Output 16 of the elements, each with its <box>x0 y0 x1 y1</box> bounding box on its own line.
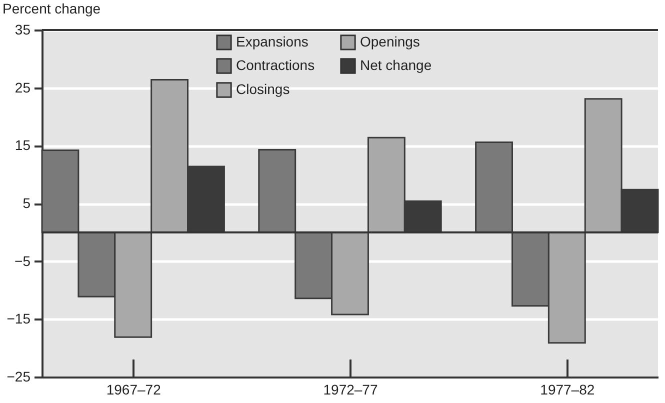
legend-label: Contractions <box>236 57 315 73</box>
y-tick-label: 35 <box>14 22 31 38</box>
x-tick-label: 1972–77 <box>323 382 378 398</box>
legend-label: Openings <box>360 33 420 50</box>
y-tick-label: −5 <box>14 252 31 269</box>
y-tick-label: 5 <box>22 195 31 211</box>
x-tick-label: 1977–82 <box>540 382 595 398</box>
legend-label: Closings <box>236 81 290 97</box>
y-tick-label: −25 <box>6 368 31 384</box>
legend-label: Expansions <box>236 33 308 50</box>
legend-label: Net change <box>360 57 432 73</box>
y-tick-label: −15 <box>6 310 31 327</box>
y-axis-title: Percent change <box>2 0 101 16</box>
x-tick-label: 1967–72 <box>106 382 162 398</box>
y-tick-label: 25 <box>14 79 31 96</box>
y-tick-label: 15 <box>14 137 31 154</box>
